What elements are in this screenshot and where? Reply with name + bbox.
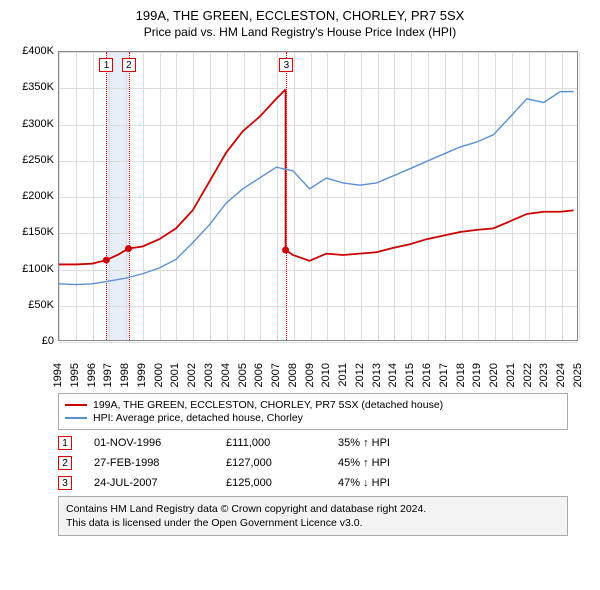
x-axis-label: 2003 — [203, 363, 215, 387]
footer-line1: Contains HM Land Registry data © Crown c… — [66, 502, 560, 516]
event-marker-3: 3 — [279, 58, 293, 72]
event-marker: 2 — [58, 456, 72, 470]
x-axis-label: 2025 — [572, 363, 584, 387]
x-axis-label: 1995 — [69, 363, 81, 387]
legend-item: HPI: Average price, detached house, Chor… — [65, 412, 561, 424]
series-property — [59, 89, 286, 264]
x-axis-label: 2016 — [421, 363, 433, 387]
event-table: 1 01-NOV-1996 £111,000 35% ↑ HPI 2 27-FEB-199… — [58, 436, 590, 490]
chart-title: 199A, THE GREEN, ECCLESTON, CHORLEY, PR7… — [10, 8, 590, 23]
y-axis-label: £150K — [10, 226, 54, 238]
x-axis-label: 2023 — [538, 363, 550, 387]
x-axis-label: 2004 — [220, 363, 232, 387]
chart-svg — [59, 52, 577, 340]
y-axis-label: £300K — [10, 118, 54, 130]
event-pct: 47% ↓ HPI — [338, 477, 390, 489]
x-axis-label: 2015 — [404, 363, 416, 387]
legend-swatch — [65, 417, 87, 419]
x-axis-label: 2020 — [488, 363, 500, 387]
x-axis-label: 2005 — [237, 363, 249, 387]
event-pct: 35% ↑ HPI — [338, 437, 390, 449]
x-axis-label: 2017 — [438, 363, 450, 387]
legend-label: 199A, THE GREEN, ECCLESTON, CHORLEY, PR7… — [93, 399, 443, 411]
series-property-2 — [286, 210, 574, 260]
y-axis-label: £200K — [10, 190, 54, 202]
legend-item: 199A, THE GREEN, ECCLESTON, CHORLEY, PR7… — [65, 399, 561, 411]
x-axis-label: 2000 — [153, 363, 165, 387]
event-date: 27-FEB-1998 — [94, 457, 204, 469]
series-dot — [282, 247, 289, 254]
x-axis-label: 2022 — [522, 363, 534, 387]
event-pct: 45% ↑ HPI — [338, 457, 390, 469]
x-axis-label: 1996 — [86, 363, 98, 387]
x-axis-label: 2008 — [287, 363, 299, 387]
x-axis-label: 2021 — [505, 363, 517, 387]
event-price: £125,000 — [226, 477, 316, 489]
x-axis-label: 2010 — [320, 363, 332, 387]
y-axis-label: £50K — [10, 299, 54, 311]
x-axis-label: 2024 — [555, 363, 567, 387]
x-axis-label: 1999 — [136, 363, 148, 387]
x-axis-label: 2019 — [471, 363, 483, 387]
event-marker: 1 — [58, 436, 72, 450]
x-axis-label: 2006 — [253, 363, 265, 387]
chart-container: 199A, THE GREEN, ECCLESTON, CHORLEY, PR7… — [0, 0, 600, 544]
x-axis-label: 1994 — [52, 363, 64, 387]
event-row: 3 24-JUL-2007 £125,000 47% ↓ HPI — [58, 476, 590, 490]
event-marker-2: 2 — [122, 58, 136, 72]
y-axis-label: £100K — [10, 263, 54, 275]
x-axis-label: 2007 — [270, 363, 282, 387]
x-axis-label: 2013 — [371, 363, 383, 387]
y-axis-label: £400K — [10, 45, 54, 57]
gridline-h — [59, 342, 577, 343]
series-dot — [103, 257, 110, 264]
chart-area: 12 3 £0 £50K £100K £150K £200K £250K £300K £350K… — [10, 47, 590, 387]
event-row: 1 01-NOV-1996 £111,000 35% ↑ HPI — [58, 436, 590, 450]
x-axis-label: 2001 — [169, 363, 181, 387]
event-date: 01-NOV-1996 — [94, 437, 204, 449]
legend: 199A, THE GREEN, ECCLESTON, CHORLEY, PR7… — [58, 393, 568, 430]
footer-line2: This data is licensed under the Open Gov… — [66, 516, 560, 530]
plot-area: 12 3 — [58, 51, 578, 341]
x-axis-label: 2011 — [337, 363, 349, 387]
event-price: £127,000 — [226, 457, 316, 469]
chart-subtitle: Price paid vs. HM Land Registry's House … — [10, 25, 590, 39]
x-axis-label: 2002 — [186, 363, 198, 387]
x-axis-label: 2018 — [455, 363, 467, 387]
x-axis-label: 1998 — [119, 363, 131, 387]
legend-swatch — [65, 404, 87, 406]
x-axis-label: 1997 — [102, 363, 114, 387]
event-marker-1: 1 — [99, 58, 113, 72]
y-axis-label: £250K — [10, 154, 54, 166]
event-row: 2 27-FEB-1998 £127,000 45% ↑ HPI — [58, 456, 590, 470]
event-marker: 3 — [58, 476, 72, 490]
x-axis-label: 2009 — [304, 363, 316, 387]
event-price: £111,000 — [226, 437, 316, 449]
series-hpi — [59, 92, 574, 285]
footer-note: Contains HM Land Registry data © Crown c… — [58, 496, 568, 536]
gridline-v — [579, 52, 580, 340]
event-date: 24-JUL-2007 — [94, 477, 204, 489]
y-axis-label: £350K — [10, 81, 54, 93]
y-axis-label: £0 — [10, 335, 54, 347]
x-axis-label: 2014 — [387, 363, 399, 387]
legend-label: HPI: Average price, detached house, Chor… — [93, 412, 303, 424]
x-axis-label: 2012 — [354, 363, 366, 387]
series-dot — [125, 245, 132, 252]
